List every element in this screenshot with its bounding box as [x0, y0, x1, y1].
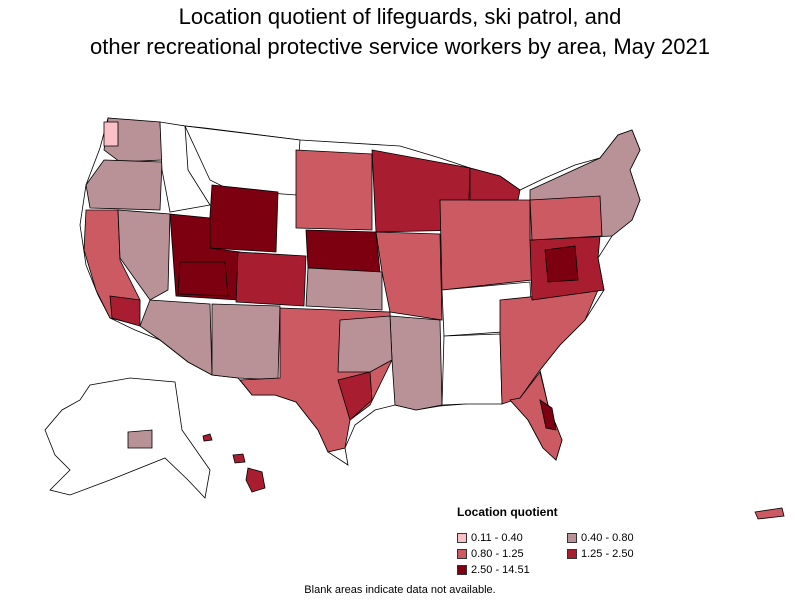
region-mississippi-alabama	[441, 333, 503, 406]
legend-swatch-3	[567, 548, 577, 559]
region-dakotas	[295, 149, 373, 231]
region-colorado	[235, 251, 307, 307]
legend-swatch-0	[457, 532, 467, 543]
region-south-florida	[539, 399, 557, 431]
legend-label-0: 0.11 - 0.40	[471, 531, 523, 544]
legend-item-1: 0.40 - 0.80	[567, 531, 687, 544]
region-new-york-pa	[529, 195, 603, 241]
region-southern-california	[109, 295, 141, 327]
region-wyoming	[207, 184, 279, 253]
hawaii-maui	[232, 453, 246, 464]
region-oregon	[85, 159, 163, 211]
region-new-mexico	[211, 303, 281, 381]
region-mountain-co-peak	[177, 261, 229, 297]
region-nebraska	[305, 229, 381, 273]
legend-item-0: 0.11 - 0.40	[457, 531, 567, 544]
region-florida	[509, 371, 563, 461]
legend-item-2: 0.80 - 1.25	[457, 547, 567, 560]
region-east-texas	[337, 315, 393, 373]
region-gulf-coast-texas	[337, 371, 373, 421]
region-ohio-valley-dark	[544, 245, 579, 283]
puerto-rico	[754, 507, 785, 520]
region-nevada	[117, 209, 171, 301]
legend-label-4: 2.50 - 14.51	[471, 563, 530, 576]
legend-swatch-4	[457, 564, 467, 575]
legend-title: Location quotient	[457, 505, 558, 519]
region-kansas	[305, 267, 383, 311]
region-michigan	[469, 167, 521, 201]
region-arkansas-louisiana	[389, 315, 443, 411]
region-arizona	[139, 299, 213, 376]
alaska-south-central	[127, 429, 153, 449]
region-georgia-carolinas	[499, 289, 599, 405]
legend-item-3: 1.25 - 2.50	[567, 547, 687, 560]
region-illinois-indiana-ohio	[439, 199, 533, 291]
legend-label-2: 0.80 - 1.25	[471, 547, 524, 560]
title-line-2: other recreational protective service wo…	[90, 34, 710, 59]
alaska	[44, 377, 211, 499]
region-iowa-missouri	[375, 231, 443, 321]
legend-label-1: 0.40 - 0.80	[581, 531, 634, 544]
map-title: Location quotient of lifeguards, ski pat…	[0, 2, 800, 62]
legend-item-4: 2.50 - 14.51	[457, 563, 567, 576]
hawaii-big-island	[245, 467, 266, 493]
hawaii-oahu	[202, 433, 213, 442]
data-note: Blank areas indicate data not available.	[304, 584, 496, 596]
region-washington-coast	[103, 121, 119, 147]
legend-swatch-1	[567, 532, 577, 543]
title-line-1: Location quotient of lifeguards, ski pat…	[178, 4, 622, 29]
legend: Location quotient 0.11 - 0.40 0.40 - 0.8…	[457, 505, 687, 576]
legend-label-3: 1.25 - 2.50	[581, 547, 634, 560]
legend-swatch-2	[457, 548, 467, 559]
